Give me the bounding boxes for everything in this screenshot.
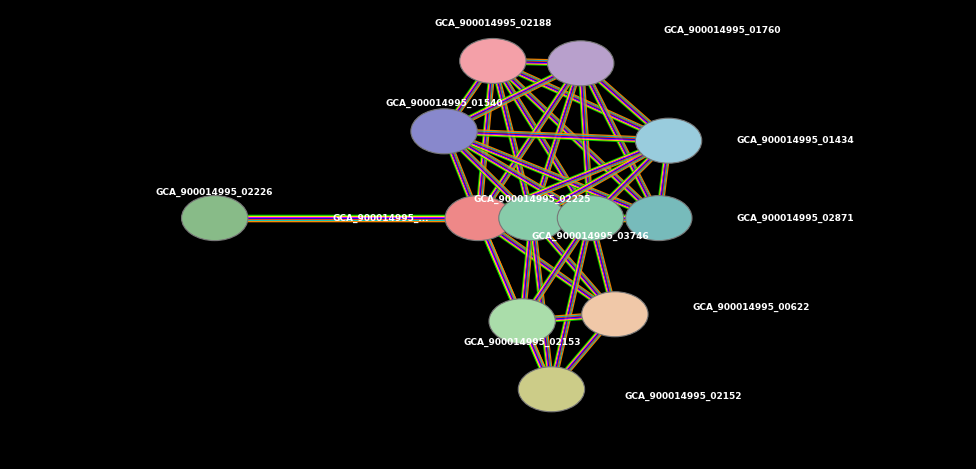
- Ellipse shape: [557, 196, 624, 241]
- Text: GCA_900014995_02871: GCA_900014995_02871: [737, 213, 855, 223]
- Text: GCA_900014995_01540: GCA_900014995_01540: [386, 98, 503, 108]
- Text: GCA_900014995_02226: GCA_900014995_02226: [156, 188, 273, 197]
- Text: GCA_900014995_...: GCA_900014995_...: [333, 213, 429, 223]
- Text: GCA_900014995_02153: GCA_900014995_02153: [464, 338, 581, 347]
- Ellipse shape: [518, 367, 585, 412]
- Text: GCA_900014995_00622: GCA_900014995_00622: [693, 303, 810, 312]
- Ellipse shape: [460, 38, 526, 83]
- Text: GCA_900014995_03746: GCA_900014995_03746: [532, 232, 649, 242]
- Ellipse shape: [411, 109, 477, 154]
- Text: GCA_900014995_02225: GCA_900014995_02225: [473, 195, 590, 204]
- Ellipse shape: [582, 292, 648, 337]
- Text: GCA_900014995_02188: GCA_900014995_02188: [434, 19, 551, 28]
- Ellipse shape: [635, 118, 702, 163]
- Ellipse shape: [626, 196, 692, 241]
- Ellipse shape: [445, 196, 511, 241]
- Ellipse shape: [182, 196, 248, 241]
- Text: GCA_900014995_02152: GCA_900014995_02152: [625, 392, 742, 401]
- Text: GCA_900014995_01760: GCA_900014995_01760: [664, 26, 781, 35]
- Ellipse shape: [548, 41, 614, 86]
- Text: GCA_900014995_01434: GCA_900014995_01434: [737, 136, 855, 145]
- Ellipse shape: [499, 196, 565, 241]
- Ellipse shape: [489, 299, 555, 344]
